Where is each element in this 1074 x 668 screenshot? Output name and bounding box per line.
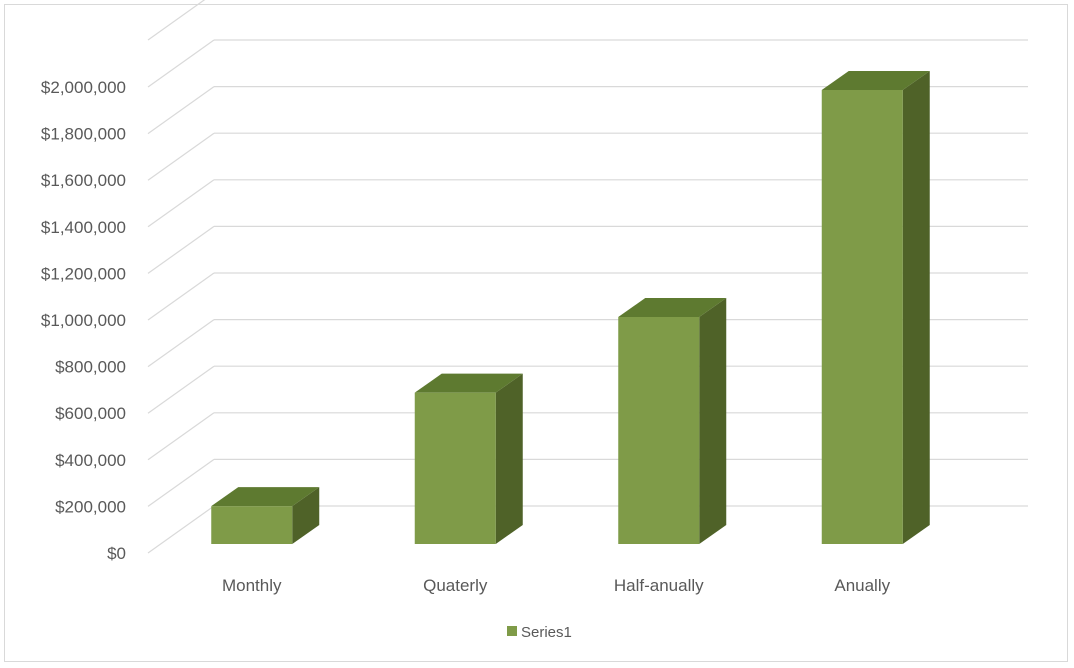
bar-half-anually bbox=[618, 298, 727, 544]
y-tick-label: $800,000 bbox=[55, 358, 126, 377]
x-category-label: Half-anually bbox=[614, 576, 704, 595]
gridline-diagonal bbox=[147, 39, 215, 88]
gridline-diagonal bbox=[147, 412, 215, 461]
legend: Series1 bbox=[507, 624, 572, 641]
y-tick-label: $1,600,000 bbox=[41, 171, 126, 190]
gridline-diagonal bbox=[147, 86, 215, 135]
y-tick-label: $1,800,000 bbox=[41, 125, 126, 144]
x-axis-category-labels: Monthly Quaterly Half-anually Anually bbox=[222, 576, 891, 595]
x-category-label: Monthly bbox=[222, 576, 282, 595]
gridline-diagonal bbox=[147, 179, 215, 228]
legend-label-series1: Series1 bbox=[521, 624, 572, 641]
bar-side bbox=[699, 298, 727, 544]
bar-quaterly bbox=[414, 373, 523, 544]
y-tick-label: $2,000,000 bbox=[41, 78, 126, 97]
y-tick-label: $1,400,000 bbox=[41, 218, 126, 237]
bar-front bbox=[211, 506, 293, 544]
bar-side bbox=[495, 373, 523, 544]
gridline-diagonal bbox=[147, 272, 215, 321]
y-tick-label: $0 bbox=[107, 544, 126, 563]
gridline-diagonal bbox=[147, 0, 206, 41]
gridline-diagonal bbox=[147, 319, 215, 368]
y-tick-label: $200,000 bbox=[55, 497, 126, 516]
bar-side bbox=[292, 487, 320, 544]
gridline-diagonal bbox=[147, 132, 215, 181]
gridline-diagonal bbox=[147, 365, 215, 414]
y-tick-label: $400,000 bbox=[55, 451, 126, 470]
x-category-label: Quaterly bbox=[423, 576, 488, 595]
bar-front bbox=[618, 317, 700, 544]
y-tick-label: $1,000,000 bbox=[41, 311, 126, 330]
bar-monthly bbox=[211, 487, 320, 544]
bar-anually bbox=[821, 71, 930, 544]
bar-side bbox=[902, 71, 930, 544]
y-tick-label: $1,200,000 bbox=[41, 264, 126, 283]
gridline-diagonal bbox=[147, 505, 215, 554]
gridline-diagonal bbox=[147, 458, 215, 507]
gridline-diagonal bbox=[147, 225, 215, 274]
x-category-label: Anually bbox=[834, 576, 890, 595]
bar-top bbox=[821, 71, 930, 90]
bar-top bbox=[211, 487, 320, 507]
bar-top bbox=[618, 298, 727, 317]
bar-top bbox=[414, 373, 523, 393]
bars bbox=[211, 71, 930, 544]
y-tick-label: $600,000 bbox=[55, 404, 126, 423]
bar-front bbox=[414, 392, 496, 544]
bar-front bbox=[821, 90, 903, 544]
y-axis-tick-labels: $0 $200,000 $400,000 $600,000 $800,000 $1,000… bbox=[41, 78, 126, 563]
legend-swatch-series1 bbox=[507, 626, 517, 636]
